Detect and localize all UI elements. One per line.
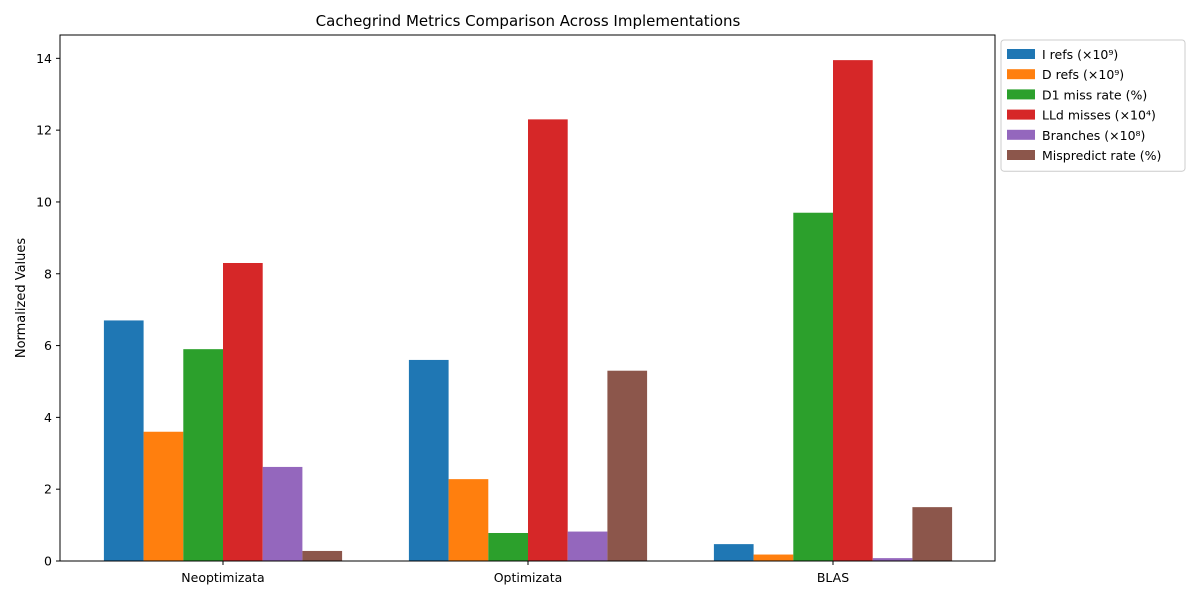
bar bbox=[262, 466, 303, 561]
y-tick-label: 0 bbox=[44, 554, 52, 569]
bar bbox=[567, 531, 608, 561]
bar bbox=[528, 119, 568, 561]
bar bbox=[607, 370, 648, 561]
bar bbox=[488, 532, 528, 561]
y-tick-label: 4 bbox=[44, 410, 52, 425]
bar bbox=[872, 558, 913, 561]
bar bbox=[223, 262, 263, 561]
y-tick-label: 12 bbox=[36, 123, 52, 138]
bar bbox=[912, 507, 953, 561]
bar bbox=[408, 359, 449, 561]
bar bbox=[833, 60, 873, 561]
bar bbox=[793, 212, 833, 561]
legend-swatch bbox=[1007, 150, 1035, 160]
legend-swatch bbox=[1007, 109, 1035, 120]
legend-swatch bbox=[1007, 129, 1035, 140]
y-tick-label: 2 bbox=[44, 482, 52, 497]
bar bbox=[183, 349, 223, 561]
legend-label: D1 miss rate (%) bbox=[1042, 87, 1147, 102]
bar bbox=[302, 550, 343, 561]
legend-label: I refs (×10⁹) bbox=[1042, 47, 1118, 62]
plot-frame bbox=[59, 34, 996, 562]
x-axis: Neoptimizata Optimizata BLAS bbox=[181, 561, 849, 585]
bar bbox=[103, 320, 144, 561]
legend-swatch bbox=[1007, 69, 1035, 80]
chart-title: Cachegrind Metrics Comparison Across Imp… bbox=[316, 12, 741, 30]
y-tick-label: 10 bbox=[36, 194, 52, 209]
bars-group bbox=[103, 60, 953, 561]
legend-label: D refs (×10⁹) bbox=[1042, 67, 1124, 82]
legend: I refs (×10⁹) D refs (×10⁹) D1 miss rate (… bbox=[1000, 39, 1186, 172]
legend-label: Mispredict rate (%) bbox=[1042, 148, 1161, 163]
legend-label: LLd misses (×10⁴) bbox=[1042, 108, 1156, 123]
bar bbox=[448, 479, 489, 561]
bar bbox=[143, 431, 184, 561]
y-tick-label: 14 bbox=[36, 51, 52, 66]
y-tick-label: 8 bbox=[44, 266, 52, 281]
y-axis: 0 2 4 6 8 10 12 14 bbox=[36, 51, 60, 569]
y-axis-label: Normalized Values bbox=[14, 238, 29, 359]
x-tick-label: BLAS bbox=[817, 570, 849, 585]
legend-swatch bbox=[1007, 89, 1035, 100]
legend-swatch bbox=[1007, 49, 1035, 59]
y-tick-label: 6 bbox=[44, 338, 52, 353]
legend-box bbox=[1000, 39, 1186, 172]
bar bbox=[713, 544, 754, 561]
bar bbox=[753, 554, 794, 561]
x-tick-label: Optimizata bbox=[494, 570, 563, 585]
legend-label: Branches (×10⁸) bbox=[1042, 128, 1145, 143]
x-tick-label: Neoptimizata bbox=[181, 570, 264, 585]
